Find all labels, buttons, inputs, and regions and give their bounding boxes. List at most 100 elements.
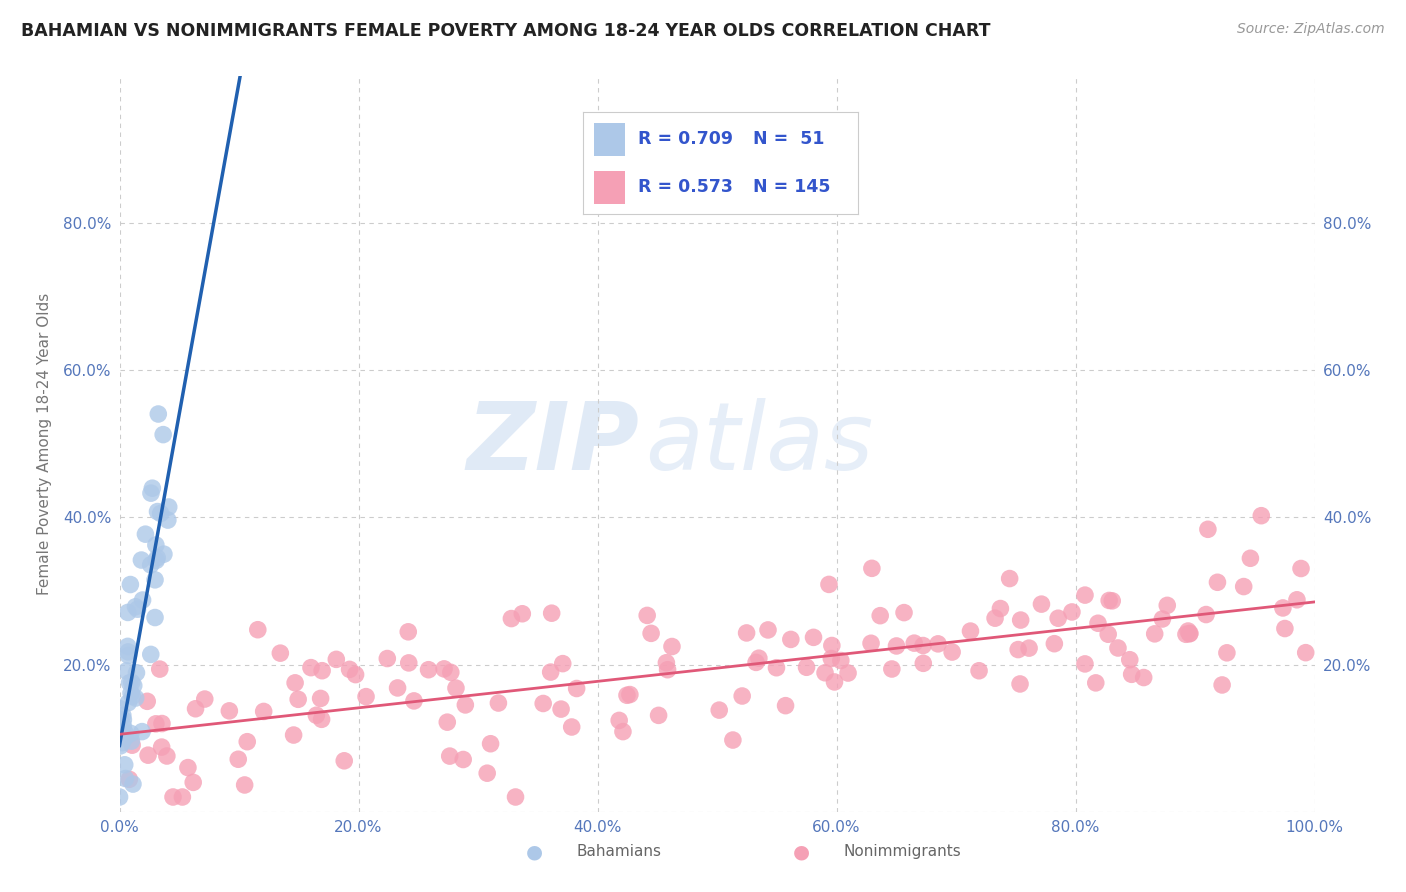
Point	[139, 486, 162, 500]
Point	[246, 623, 269, 637]
Point	[194, 692, 217, 706]
Point	[117, 645, 139, 659]
Point	[619, 688, 641, 702]
Point	[122, 679, 145, 693]
Point	[1121, 667, 1143, 681]
Point	[181, 775, 204, 789]
Point	[912, 639, 935, 653]
Point	[1097, 627, 1119, 641]
Point	[1197, 522, 1219, 536]
Point	[311, 664, 333, 678]
Point	[121, 690, 143, 704]
Point	[451, 752, 474, 766]
Point	[814, 665, 837, 680]
Point	[117, 640, 139, 654]
Point	[893, 606, 915, 620]
Point	[860, 636, 883, 650]
Point	[1285, 592, 1308, 607]
Text: R = 0.709: R = 0.709	[638, 130, 734, 148]
Point	[731, 689, 754, 703]
Point	[287, 692, 309, 706]
Point	[1295, 646, 1317, 660]
Point	[655, 656, 678, 670]
Point	[824, 675, 846, 690]
Point	[860, 561, 883, 575]
Point	[121, 675, 143, 690]
Point	[110, 713, 132, 727]
Point	[253, 705, 276, 719]
Point	[112, 713, 135, 727]
Point	[1060, 605, 1083, 619]
Point	[114, 757, 136, 772]
Point	[149, 662, 172, 676]
Point	[1098, 593, 1121, 607]
Point	[657, 663, 679, 677]
Point	[157, 500, 180, 514]
Point	[486, 696, 509, 710]
Point	[756, 623, 779, 637]
Point	[1274, 622, 1296, 636]
Point	[779, 632, 801, 647]
Point	[325, 652, 347, 666]
Point	[477, 766, 499, 780]
Point	[1152, 612, 1174, 626]
Point	[156, 749, 179, 764]
Point	[152, 427, 174, 442]
Point	[1018, 641, 1040, 656]
Text: Nonimmigrants: Nonimmigrants	[844, 845, 962, 859]
Point	[616, 688, 638, 702]
Point	[1010, 613, 1032, 627]
Bar	[595, 171, 624, 204]
Point	[124, 599, 146, 614]
Point	[927, 637, 949, 651]
Point	[721, 733, 744, 747]
Point	[396, 624, 419, 639]
Point	[661, 640, 683, 654]
Point	[333, 754, 356, 768]
Text: N = 145: N = 145	[754, 178, 831, 196]
Point	[236, 735, 259, 749]
Point	[803, 631, 825, 645]
Point	[869, 608, 891, 623]
Point	[387, 681, 409, 695]
Point	[136, 748, 159, 763]
Point	[820, 651, 842, 665]
Point	[226, 752, 249, 766]
Point	[551, 657, 574, 671]
Point	[111, 708, 134, 723]
Point	[959, 624, 981, 638]
Point	[501, 611, 523, 625]
Point	[998, 572, 1021, 586]
Point	[1043, 637, 1066, 651]
Point	[162, 790, 184, 805]
Point	[1084, 676, 1107, 690]
Point	[709, 703, 731, 717]
Point	[114, 731, 136, 745]
Point	[796, 660, 818, 674]
Point	[146, 550, 169, 565]
Point	[344, 667, 367, 681]
Point	[748, 651, 770, 665]
Point	[117, 606, 139, 620]
Point	[149, 507, 172, 521]
Point	[912, 657, 935, 671]
Point	[305, 708, 328, 723]
Text: R = 0.573: R = 0.573	[638, 178, 733, 196]
Point	[1216, 646, 1239, 660]
Point	[1178, 626, 1201, 640]
Point	[117, 648, 139, 663]
Point	[967, 664, 990, 678]
Point	[1107, 640, 1129, 655]
Point	[540, 665, 562, 679]
Text: Source: ZipAtlas.com: Source: ZipAtlas.com	[1237, 22, 1385, 37]
Point	[735, 626, 758, 640]
Point	[120, 686, 142, 700]
Text: ●: ●	[793, 842, 810, 862]
Point	[146, 504, 169, 518]
Point	[1074, 657, 1097, 671]
Point	[1156, 599, 1178, 613]
Point	[886, 639, 908, 653]
Point	[402, 694, 425, 708]
Bar	[595, 123, 624, 155]
Point	[880, 662, 903, 676]
